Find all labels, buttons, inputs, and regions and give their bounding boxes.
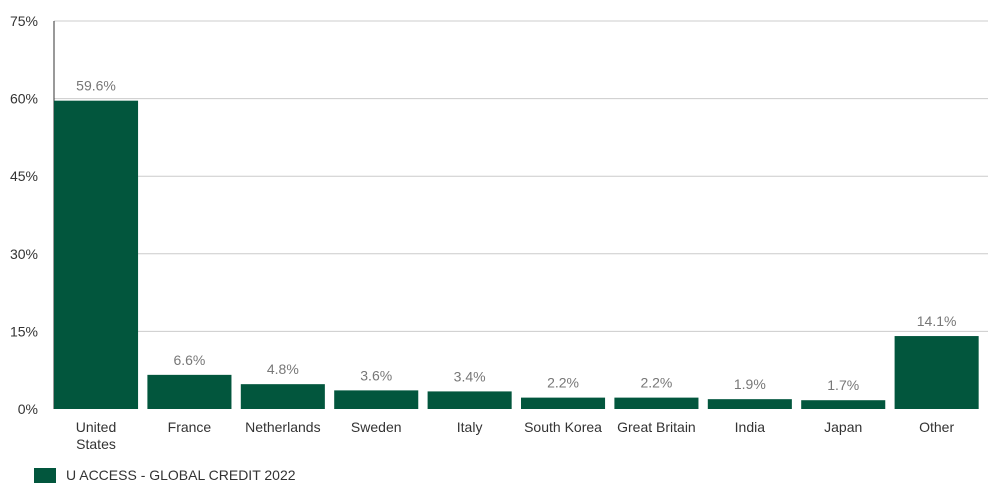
bar bbox=[54, 100, 139, 409]
legend: U ACCESS - GLOBAL CREDIT 2022 bbox=[34, 467, 296, 483]
bar bbox=[240, 384, 325, 409]
x-tick-label: Italy bbox=[457, 419, 483, 435]
x-tick-label: United bbox=[76, 419, 116, 435]
data-label: 1.7% bbox=[827, 377, 859, 393]
y-tick-label: 30% bbox=[10, 246, 38, 262]
y-tick-label: 75% bbox=[10, 13, 38, 29]
data-label: 6.6% bbox=[173, 352, 205, 368]
bar bbox=[334, 390, 419, 409]
bar bbox=[427, 391, 512, 409]
y-tick-label: 60% bbox=[10, 91, 38, 107]
y-tick-label: 45% bbox=[10, 168, 38, 184]
x-tick-label: Other bbox=[919, 419, 954, 435]
bar bbox=[707, 399, 792, 409]
data-label: 59.6% bbox=[76, 78, 116, 94]
y-tick-label: 0% bbox=[18, 401, 38, 417]
data-label: 2.2% bbox=[640, 375, 672, 391]
x-tick-label: Japan bbox=[824, 419, 862, 435]
bar bbox=[147, 374, 232, 409]
data-label: 14.1% bbox=[917, 313, 957, 329]
x-tick-label: Netherlands bbox=[245, 419, 321, 435]
y-tick-label: 15% bbox=[10, 323, 38, 339]
x-tick-label: India bbox=[735, 419, 766, 435]
x-tick-label: France bbox=[168, 419, 212, 435]
bar bbox=[521, 397, 606, 409]
x-tick-label: South Korea bbox=[524, 419, 602, 435]
data-label: 1.9% bbox=[734, 376, 766, 392]
bar bbox=[894, 336, 979, 409]
data-label: 2.2% bbox=[547, 375, 579, 391]
bar bbox=[614, 397, 699, 409]
x-tick-label: States bbox=[76, 436, 116, 452]
data-label: 4.8% bbox=[267, 361, 299, 377]
legend-label: U ACCESS - GLOBAL CREDIT 2022 bbox=[66, 467, 296, 483]
legend-swatch bbox=[34, 467, 56, 483]
data-label: 3.6% bbox=[360, 367, 392, 383]
x-tick-label: Sweden bbox=[351, 419, 402, 435]
bar bbox=[801, 400, 886, 409]
x-tick-label: Great Britain bbox=[617, 419, 696, 435]
data-label: 3.4% bbox=[454, 368, 486, 384]
